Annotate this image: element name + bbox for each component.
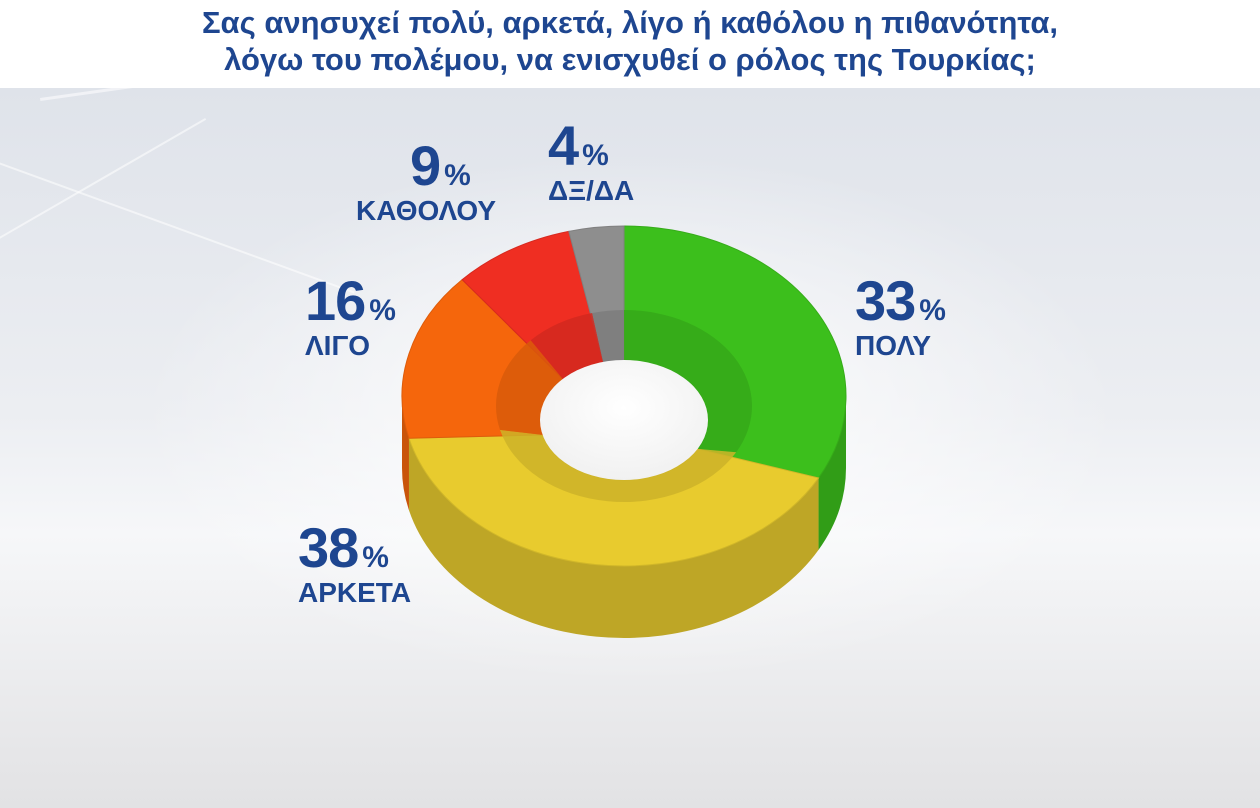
slice-label-poly: 33% ΠΟΛΥ: [855, 273, 946, 361]
chart-title-line-2: λόγω του πολέμου, να ενισχυθεί ο ρόλος τ…: [224, 42, 1036, 77]
slice-label-dxda: 4% ΔΞ/ΔΑ: [548, 118, 634, 206]
donut-inner-shade-group: [496, 310, 752, 502]
slice-2-inner-bevel: [496, 340, 563, 435]
slice-unit: %: [362, 541, 389, 574]
slice-0-inner-bevel: [624, 310, 752, 453]
slice-value: 16: [305, 269, 366, 332]
slice-0-side: [818, 396, 846, 550]
slice-unit: %: [444, 159, 471, 192]
donut-chart: [401, 225, 847, 638]
slice-value: 4: [548, 114, 579, 177]
slice-label-katholou: 9% ΚΑΘΟΛΟΥ: [356, 138, 496, 226]
slice-4-inner-bevel: [592, 310, 624, 362]
slice-unit: %: [919, 294, 946, 327]
slice-1-side: [408, 438, 819, 638]
title-band: Σας ανησυχεί πολύ, αρκετά, λίγο ή καθόλο…: [0, 0, 1260, 88]
slice-name: ΚΑΘΟΛΟΥ: [356, 195, 497, 226]
slice-unit: %: [582, 139, 609, 172]
slice-label-ligo: 16% ΛΙΓΟ: [305, 273, 396, 361]
slice-name: ΑΡΚΕΤΑ: [298, 577, 412, 608]
slice-1-inner-bevel: [500, 429, 737, 502]
slice-value: 33: [855, 269, 916, 332]
slice-name: ΠΟΛΥ: [855, 330, 932, 361]
slice-name: ΛΙΓΟ: [305, 330, 371, 361]
slice-value: 38: [298, 516, 359, 579]
chart-title-line-1: Σας ανησυχεί πολύ, αρκετά, λίγο ή καθόλο…: [201, 5, 1059, 40]
slice-label-arketa: 38% ΑΡΚΕΤΑ: [298, 520, 411, 608]
chart-stage: 33% ΠΟΛΥ 38% ΑΡΚΕΤΑ 16% ΛΙΓΟ 9% ΚΑΘΟΛΟΥ …: [0, 88, 1260, 808]
donut-hole: [540, 360, 708, 480]
slice-value: 9: [410, 134, 441, 197]
slice-name: ΔΞ/ΔΑ: [548, 175, 635, 206]
slice-2-side: [402, 396, 409, 511]
slice-3-inner-bevel: [530, 313, 604, 379]
donut-depth-group: [402, 396, 846, 638]
slice-unit: %: [369, 294, 396, 327]
